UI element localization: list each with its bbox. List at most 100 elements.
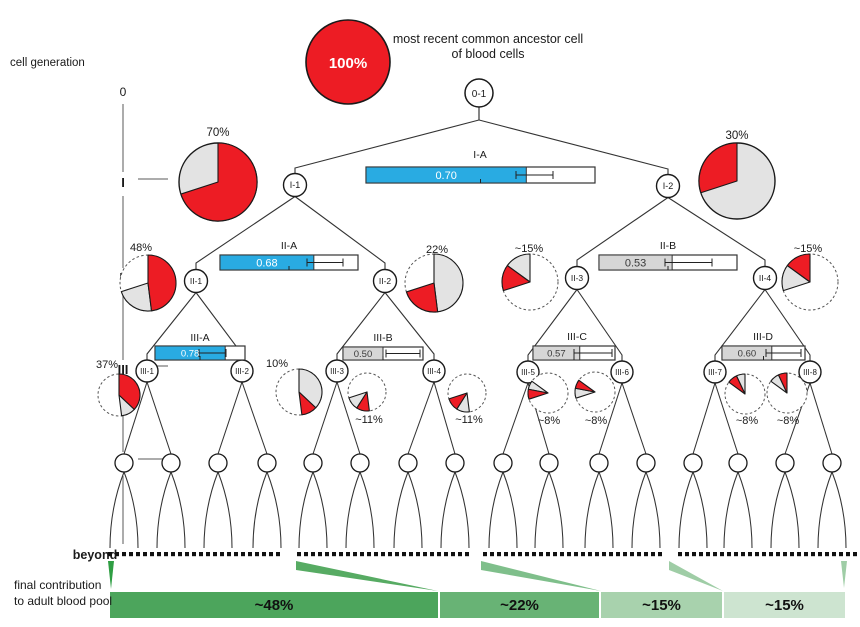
tree-edge: [266, 471, 282, 549]
pie-slice-red: [147, 254, 177, 312]
tree-edge: [384, 292, 435, 360]
tree-edge: [433, 381, 456, 455]
footer-caption-line2: to adult blood pool: [14, 594, 112, 608]
tree-edge: [312, 381, 338, 455]
beyond-dot: [388, 552, 392, 557]
tree-edge: [817, 471, 833, 549]
beyond-dot: [437, 552, 441, 557]
footer-bars: ~48% ~22% ~15% ~15%: [110, 592, 845, 618]
beyond-dot: [769, 552, 773, 557]
tree-edge: [831, 471, 847, 549]
beyond-dot: [832, 552, 836, 557]
pie-percvalue-label: 70%: [206, 127, 229, 139]
bar-value: 0.70: [435, 170, 456, 182]
beyond-dot: [560, 552, 564, 557]
pie-slice-gray: [433, 253, 464, 313]
root-pie-label: 100%: [329, 55, 367, 72]
tree-edge: [714, 382, 739, 455]
beyond-dot: [762, 552, 766, 557]
footer-segment: ~22%: [440, 592, 599, 618]
division-rate-bars: 0.70I-A0.68II-A0.53II-B0.78III-A0.50III-…: [154, 149, 806, 361]
beyond-dot: [706, 552, 710, 557]
generation-axis: 0IIIIIIIVbeyond: [73, 85, 168, 562]
node-label-III-1: III-1: [140, 367, 154, 376]
mapping-wedge: [669, 561, 723, 591]
contribution-pies: 70% 30% 48% 22% ~15% ~15% 37% 10% ~11% ~11% ~8% ~8%…: [96, 127, 839, 427]
generation-label: 0: [120, 85, 127, 99]
gen4-node-circle: [493, 453, 513, 473]
beyond-dot: [609, 552, 613, 557]
pie-slice-gray: [120, 282, 153, 312]
bar-name-label: III-B: [373, 332, 392, 344]
pie-slice-red: [180, 142, 258, 222]
beyond-dot: [164, 552, 168, 557]
beyond-dot: [616, 552, 620, 557]
gen4-node-circle: [822, 453, 842, 473]
bar-name-label: III-D: [753, 331, 773, 343]
beyond-dot: [644, 552, 648, 557]
beyond-dot: [846, 552, 850, 557]
beyond-dot: [129, 552, 133, 557]
beyond-dot: [157, 552, 161, 557]
node-circle-III-5: [516, 360, 540, 384]
bar-II-A: 0.68 II-A: [219, 240, 359, 271]
beyond-dot: [192, 552, 196, 557]
pie-II-1: 48%: [119, 242, 177, 312]
beyond-dot: [748, 552, 752, 557]
beyond-dot: [430, 552, 434, 557]
beyond-dot: [395, 552, 399, 557]
pie-III-1: 37%: [96, 359, 141, 417]
beyond-dot: [346, 552, 350, 557]
pie-slice-red: [448, 392, 468, 410]
beyond-dot: [255, 552, 259, 557]
beyond-dot: [783, 552, 787, 557]
pie-slice-red: [786, 253, 811, 283]
pie-III-6: ~8%: [574, 371, 616, 427]
pie-percvalue-label: ~8%: [585, 415, 608, 427]
beyond-dot: [790, 552, 794, 557]
beyond-dot: [444, 552, 448, 557]
beyond-dot: [451, 552, 455, 557]
footer-segment-rect: [440, 592, 599, 618]
footer-segment-label: ~48%: [255, 597, 294, 614]
tree-edge: [407, 381, 435, 455]
beyond-dot: [490, 552, 494, 557]
beyond-dot: [318, 552, 322, 557]
beyond-dot: [539, 552, 543, 557]
node-circle-II-1: [183, 268, 209, 294]
tree-edge: [123, 381, 148, 455]
beyond-dot: [108, 552, 112, 557]
gen4-node-circle: [303, 453, 323, 473]
bar-value: 0.57: [547, 348, 566, 359]
tree-edge: [645, 471, 661, 549]
pie-III-7: ~8%: [724, 373, 766, 427]
tree-edge: [146, 381, 172, 455]
footer-segment: ~48%: [110, 592, 438, 618]
tree-edge: [598, 471, 614, 549]
beyond-dot: [567, 552, 571, 557]
tree-edge: [631, 471, 647, 549]
beyond-dot: [839, 552, 843, 557]
tree-edge: [584, 471, 600, 549]
beyond-dot: [122, 552, 126, 557]
beyond-dot: [734, 552, 738, 557]
node-label-II-2: II-2: [379, 276, 392, 286]
beyond-dot: [602, 552, 606, 557]
footer-segment-label: ~15%: [642, 597, 681, 614]
pie-percvalue-label: ~8%: [538, 415, 561, 427]
footer-segment-rect: [724, 592, 845, 618]
tree-edge: [241, 381, 268, 455]
pie-percvalue-label: ~15%: [794, 243, 823, 255]
tree-edge: [109, 471, 125, 549]
root-pie-circle: [305, 19, 391, 105]
gen4-node-circle: [636, 453, 656, 473]
footer-segment-label: ~15%: [765, 597, 804, 614]
beyond-dot: [776, 552, 780, 557]
beyond-dot: [367, 552, 371, 557]
beyond-dot: [532, 552, 536, 557]
footer-segment-rect: [601, 592, 722, 618]
beyond-dot: [546, 552, 550, 557]
